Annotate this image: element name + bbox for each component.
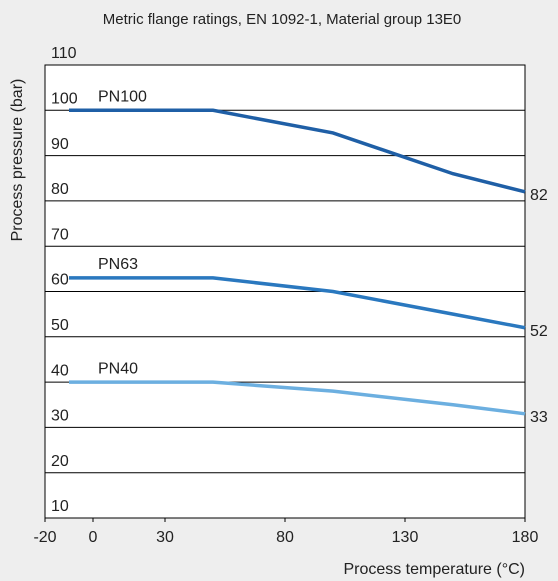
y-axis-title: Process pressure (bar)	[9, 79, 26, 242]
y-tick-label: 50	[51, 317, 69, 334]
series-line	[69, 380, 526, 416]
y-tick-label: 70	[51, 226, 69, 243]
series-label: PN63	[98, 256, 138, 273]
series-label: PN40	[98, 360, 138, 377]
x-tick-label: 180	[512, 529, 539, 546]
y-tick-label: 100	[51, 91, 78, 108]
y-tick-label: 10	[51, 498, 69, 515]
y-tick-label: 110	[51, 45, 77, 62]
x-axis-title: Process temperature (°C)	[343, 561, 525, 578]
value-label: 33	[530, 409, 548, 426]
y-tick-label: 20	[51, 453, 69, 470]
y-tick-label: 80	[51, 181, 69, 198]
y-tick-label: 30	[51, 408, 69, 425]
y-tick-label: 90	[51, 136, 69, 153]
y-tick-label: 60	[51, 272, 69, 289]
x-tick-label: -20	[33, 529, 56, 546]
x-tick-label: 130	[392, 529, 419, 546]
y-tick-label: 40	[51, 362, 69, 379]
series-line	[69, 276, 526, 330]
value-label: 82	[530, 187, 548, 204]
series-label: PN100	[98, 89, 147, 106]
x-tick-label: 0	[89, 529, 98, 546]
x-tick-label: 30	[156, 529, 174, 546]
value-label: 52	[530, 323, 548, 340]
series-line	[69, 108, 526, 194]
chart-title: Metric flange ratings, EN 1092-1, Materi…	[103, 11, 462, 28]
x-tick-label: 80	[276, 529, 294, 546]
